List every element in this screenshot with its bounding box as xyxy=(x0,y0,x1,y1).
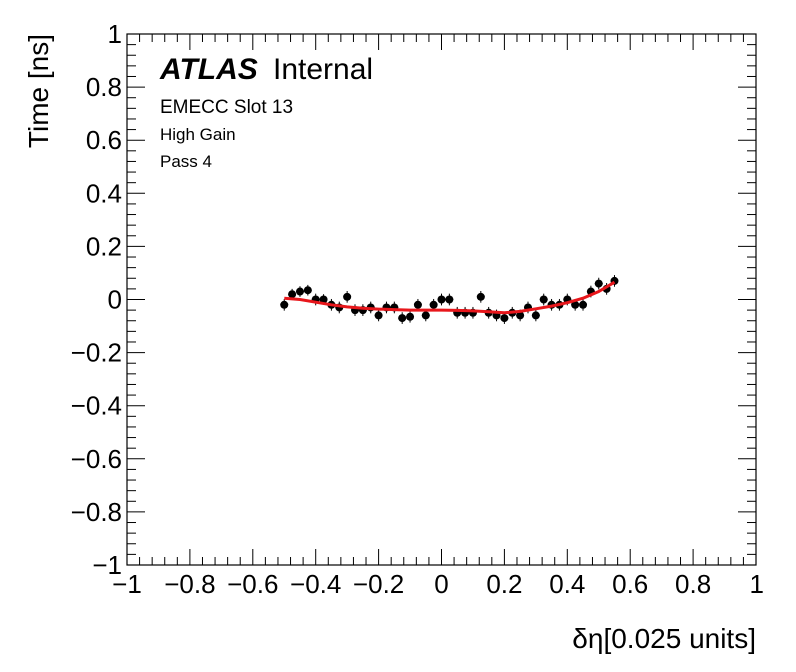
data-point xyxy=(374,311,383,320)
y-tick-label: 0.8 xyxy=(86,72,122,102)
data-point xyxy=(516,311,525,320)
data-point xyxy=(280,300,289,309)
data-point xyxy=(594,279,603,288)
data-point xyxy=(571,300,580,309)
x-tick-label: 0.6 xyxy=(612,569,648,599)
fit-line xyxy=(284,280,616,315)
x-tick-label: 0.4 xyxy=(549,569,585,599)
data-point xyxy=(288,290,297,299)
y-tick-label: 0.4 xyxy=(86,178,122,208)
annotation-line3: Pass 4 xyxy=(160,152,212,171)
y-axis-title: Time [ns] xyxy=(23,34,54,148)
data-point xyxy=(406,312,415,321)
y-tick-label: −0.8 xyxy=(71,497,122,527)
data-point xyxy=(319,295,328,304)
y-tick-label: −1 xyxy=(92,550,122,580)
y-tick-label: −0.6 xyxy=(71,444,122,474)
y-tick-label: −0.4 xyxy=(71,391,122,421)
annotation-line1: EMECC Slot 13 xyxy=(160,97,293,118)
data-point xyxy=(437,295,446,304)
x-tick-label: −0.6 xyxy=(227,569,278,599)
annotation-line2: High Gain xyxy=(160,125,236,144)
x-tick-label: −0.8 xyxy=(164,569,215,599)
data-point xyxy=(539,295,548,304)
axis-ticks xyxy=(126,33,757,566)
data-point xyxy=(421,311,430,320)
x-axis-title: δη[0.025 units] xyxy=(572,623,756,654)
data-point xyxy=(343,292,352,301)
x-tick-label: 1 xyxy=(750,569,764,599)
data-point xyxy=(531,311,540,320)
data-point xyxy=(429,300,438,309)
atlas-label: ATLAS xyxy=(159,53,258,86)
data-point xyxy=(579,300,588,309)
y-tick-label: 0 xyxy=(108,285,122,315)
data-point xyxy=(445,295,454,304)
data-point xyxy=(303,286,312,295)
fit-curve xyxy=(284,280,616,315)
x-tick-label: −1 xyxy=(112,569,142,599)
x-tick-label: −0.2 xyxy=(353,569,404,599)
x-tick-label: −0.4 xyxy=(290,569,341,599)
y-tick-label: 1 xyxy=(108,19,122,49)
x-tick-label: 0.2 xyxy=(486,569,522,599)
data-point xyxy=(413,300,422,309)
data-point xyxy=(398,314,407,323)
x-tick-label: 0 xyxy=(434,569,448,599)
y-tick-label: −0.2 xyxy=(71,338,122,368)
x-tick-label: 0.8 xyxy=(675,569,711,599)
y-tick-label: 0.2 xyxy=(86,231,122,261)
data-point xyxy=(476,292,485,301)
data-point xyxy=(295,287,304,296)
tick-labels: −1 −0.8 −0.6 −0.4 −0.2 0 0.2 0.4 0.6 0.8 1 −1 −0.8 −0… xyxy=(71,19,764,599)
data-point xyxy=(500,314,509,323)
y-tick-label: 0.6 xyxy=(86,125,122,155)
internal-label: Internal xyxy=(273,53,373,86)
